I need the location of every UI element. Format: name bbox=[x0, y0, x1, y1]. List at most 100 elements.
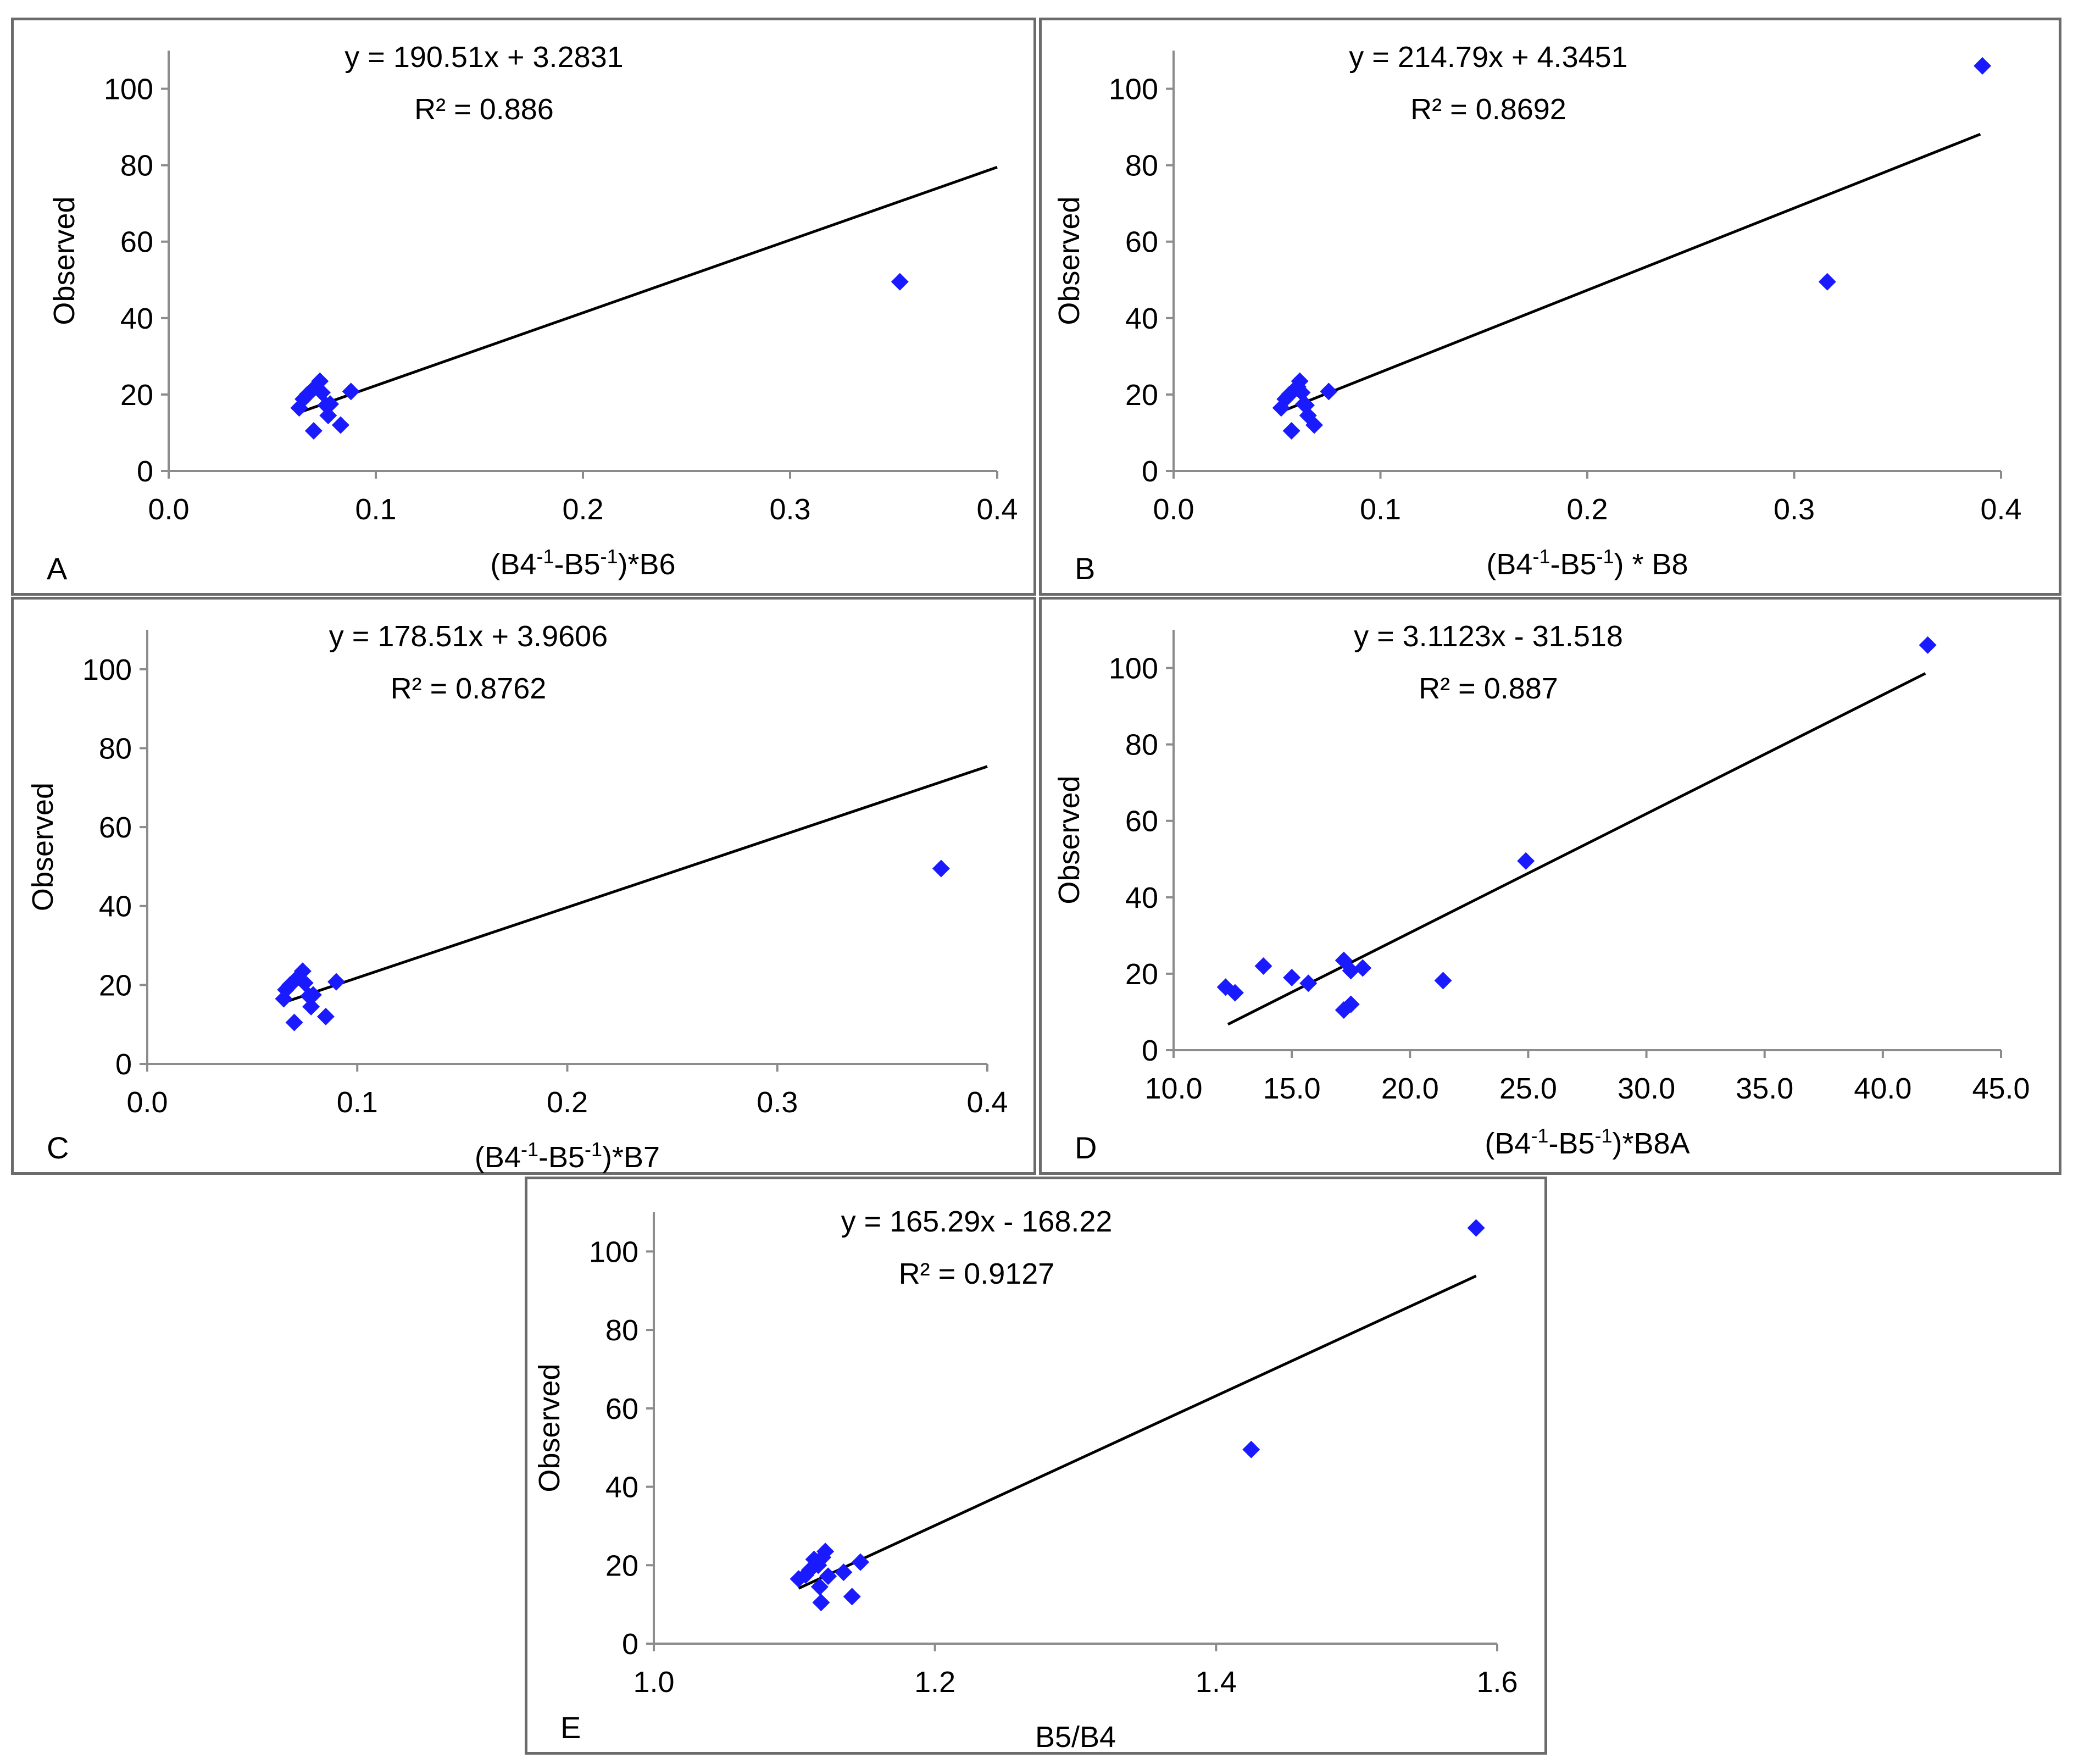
x-tick-label: 15.0 bbox=[1263, 1072, 1321, 1105]
chart-svg-b: 0 20 40 60 80 100 0.0 0.1 0.2 0.3 0.4 Observed (B4-1… bbox=[1053, 41, 2022, 586]
y-tick-label: 80 bbox=[1125, 729, 1158, 762]
x-axis-title: (B4-1-B5-1) * B8 bbox=[1486, 545, 1688, 581]
regression-equation: y = 178.51x + 3.9606 bbox=[329, 620, 608, 653]
r-squared-label: R² = 0.887 bbox=[1419, 672, 1558, 705]
r-squared-label: R² = 0.8692 bbox=[1410, 93, 1566, 126]
data-point bbox=[331, 416, 349, 434]
x-tick-label: 0.2 bbox=[1566, 493, 1608, 526]
x-tick-label: 0.3 bbox=[1774, 493, 1815, 526]
y-tick-label: 20 bbox=[1125, 958, 1158, 991]
y-tick-label: 20 bbox=[99, 969, 132, 1002]
x-tick-label: 0.1 bbox=[355, 493, 396, 526]
data-point bbox=[1254, 957, 1272, 975]
data-point bbox=[891, 273, 909, 291]
x-tick-label: 40.0 bbox=[1854, 1072, 1911, 1105]
data-point bbox=[843, 1588, 861, 1606]
x-axis-title: (B4-1-B5-1)*B8A bbox=[1485, 1124, 1689, 1160]
data-point bbox=[932, 859, 950, 878]
data-point bbox=[1818, 273, 1836, 291]
x-axis-title: (B4-1-B5-1)*B6 bbox=[490, 545, 675, 581]
trendline bbox=[798, 1274, 1477, 1590]
data-point bbox=[1354, 959, 1372, 977]
y-tick-label: 0 bbox=[137, 455, 153, 488]
y-tick-label: 60 bbox=[99, 811, 132, 844]
data-point bbox=[1467, 1219, 1485, 1237]
x-tick-label: 0.0 bbox=[1153, 493, 1194, 526]
y-tick-label: 80 bbox=[1125, 149, 1158, 182]
trendline bbox=[1282, 132, 1981, 412]
regression-equation: y = 3.1123x - 31.518 bbox=[1354, 620, 1623, 653]
data-point bbox=[819, 1567, 837, 1585]
y-tick-label: 0 bbox=[622, 1628, 638, 1661]
y-tick-label: 40 bbox=[605, 1471, 638, 1504]
x-tick-label: 1.2 bbox=[914, 1666, 955, 1699]
x-tick-label: 0.0 bbox=[126, 1086, 168, 1119]
data-point bbox=[852, 1553, 870, 1571]
x-tick-label: 30.0 bbox=[1618, 1072, 1675, 1105]
y-tick-label: 80 bbox=[99, 732, 132, 765]
y-tick-label: 100 bbox=[104, 73, 153, 106]
y-tick-label: 20 bbox=[120, 379, 153, 412]
x-tick-label: 10.0 bbox=[1144, 1072, 1202, 1105]
data-point bbox=[277, 980, 295, 999]
y-tick-label: 40 bbox=[120, 302, 153, 335]
x-tick-label: 0.3 bbox=[757, 1086, 798, 1119]
data-point bbox=[319, 407, 337, 425]
y-tick-label: 40 bbox=[1125, 302, 1158, 335]
panel-letter: C bbox=[47, 1130, 69, 1165]
data-point bbox=[327, 973, 346, 991]
data-point bbox=[1974, 57, 1992, 75]
data-point bbox=[1517, 852, 1535, 870]
data-point bbox=[296, 974, 314, 992]
chart-panel-d: 0 20 40 60 80 100 10.0 15.0 20.0 25.0 30.0 35.0 40.0… bbox=[1039, 597, 2061, 1175]
y-tick-label: 0 bbox=[1142, 455, 1158, 488]
data-point bbox=[316, 1007, 335, 1025]
r-squared-label: R² = 0.9127 bbox=[899, 1257, 1055, 1290]
chart-panel-a: 0 20 40 60 80 100 0.0 0.1 0.2 0.3 0.4 Observed (B4-1… bbox=[11, 18, 1036, 596]
panel-letter: E bbox=[560, 1710, 581, 1745]
y-tick-label: 20 bbox=[605, 1549, 638, 1582]
y-tick-label: 60 bbox=[1125, 226, 1158, 259]
data-point bbox=[311, 372, 329, 390]
x-axis-title: (B4-1-B5-1)*B7 bbox=[475, 1138, 660, 1174]
x-tick-label: 0.4 bbox=[966, 1086, 1008, 1119]
x-tick-label: 0.4 bbox=[1980, 493, 2021, 526]
y-tick-label: 40 bbox=[99, 890, 132, 923]
regression-equation: y = 214.79x + 4.3451 bbox=[1349, 41, 1627, 74]
data-point bbox=[1299, 974, 1318, 992]
regression-equation: y = 165.29x - 168.22 bbox=[841, 1205, 1113, 1238]
x-tick-label: 35.0 bbox=[1736, 1072, 1793, 1105]
data-point bbox=[1242, 1440, 1260, 1458]
data-point bbox=[1434, 972, 1452, 990]
chart-svg-d: 0 20 40 60 80 100 10.0 15.0 20.0 25.0 30.0 35.0 40.0… bbox=[1053, 620, 2030, 1165]
y-axis-title: Observed bbox=[533, 1363, 566, 1492]
data-point bbox=[1342, 962, 1360, 980]
chart-svg-a: 0 20 40 60 80 100 0.0 0.1 0.2 0.3 0.4 Observed (B4-1… bbox=[47, 41, 1018, 586]
data-point bbox=[835, 1563, 853, 1582]
chart-svg-c: 0 20 40 60 80 100 0.0 0.1 0.2 0.3 0.4 Observed (B4-1… bbox=[26, 620, 1008, 1174]
trendline bbox=[1227, 672, 1926, 1026]
r-squared-label: R² = 0.886 bbox=[414, 93, 554, 126]
y-tick-label: 60 bbox=[1125, 805, 1158, 838]
panel-letter: B bbox=[1075, 551, 1095, 586]
data-point bbox=[302, 997, 320, 1016]
y-tick-label: 60 bbox=[120, 226, 153, 259]
chart-panel-c: 0 20 40 60 80 100 0.0 0.1 0.2 0.3 0.4 Observed (B4-1… bbox=[11, 597, 1036, 1175]
y-axis-title: Observed bbox=[1053, 196, 1086, 325]
x-tick-label: 0.1 bbox=[337, 1086, 378, 1119]
x-tick-label: 0.2 bbox=[547, 1086, 588, 1119]
data-point bbox=[1282, 421, 1301, 440]
y-tick-label: 0 bbox=[1142, 1034, 1158, 1067]
chart-svg-e: 0 20 40 60 80 100 1.0 1.2 1.4 1.6 Observed B5/B4 y =… bbox=[533, 1205, 1518, 1754]
data-point bbox=[304, 986, 322, 1004]
x-tick-label: 0.0 bbox=[148, 493, 189, 526]
chart-panel-e: 0 20 40 60 80 100 1.0 1.2 1.4 1.6 Observed B5/B4 y =… bbox=[525, 1177, 1547, 1755]
x-tick-label: 1.4 bbox=[1196, 1666, 1237, 1699]
x-tick-label: 45.0 bbox=[1972, 1072, 2030, 1105]
data-point bbox=[1295, 395, 1313, 413]
data-point bbox=[285, 1013, 303, 1031]
y-axis-title: Observed bbox=[26, 783, 59, 911]
data-point bbox=[1320, 382, 1338, 401]
r-squared-label: R² = 0.8762 bbox=[391, 672, 547, 705]
data-point bbox=[810, 1578, 829, 1596]
